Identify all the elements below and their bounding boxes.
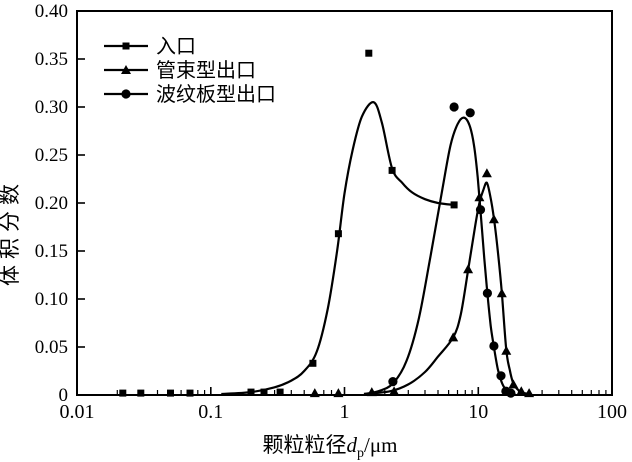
legend-tube-bundle-outlet-marker xyxy=(121,65,131,74)
tube-bundle-outlet-curve xyxy=(363,181,532,396)
legend-label-corrugated-plate-outlet: 波纹板型出口 xyxy=(156,83,276,106)
tube-bundle-outlet-marker xyxy=(474,192,485,202)
tube-bundle-outlet-marker xyxy=(481,168,492,178)
x-axis-label: 颗粒粒径dp/μm xyxy=(263,433,398,461)
inlet-marker xyxy=(167,389,174,397)
tube-bundle-outlet-marker xyxy=(496,288,507,298)
inlet-marker xyxy=(247,388,255,396)
corrugated-plate-outlet-marker xyxy=(496,371,506,381)
inlet-marker xyxy=(309,359,317,367)
tube-bundle-outlet-marker xyxy=(524,388,535,398)
tube-bundle-outlet-marker xyxy=(463,264,474,274)
inlet-marker xyxy=(450,201,458,209)
inlet-marker xyxy=(276,388,284,396)
corrugated-plate-outlet-marker xyxy=(465,108,475,118)
inlet-marker xyxy=(365,49,373,57)
legend-corrugated-plate-outlet-marker xyxy=(121,89,131,99)
corrugated-plate-outlet-marker xyxy=(489,341,499,351)
corrugated-plate-outlet-marker xyxy=(449,102,459,112)
tube-bundle-outlet-marker xyxy=(309,388,320,398)
legend-label-inlet: 入口 xyxy=(156,36,196,58)
corrugated-plate-outlet-curve xyxy=(363,116,516,396)
inlet-marker xyxy=(119,389,127,397)
inlet-marker xyxy=(388,166,396,174)
inlet-marker xyxy=(334,230,342,238)
inlet-curve xyxy=(221,101,455,396)
tube-bundle-outlet-marker xyxy=(366,387,377,397)
y-tick-label: 0.20 xyxy=(35,193,68,214)
corrugated-plate-outlet-marker xyxy=(506,388,516,398)
tube-bundle-outlet-marker xyxy=(488,214,499,224)
y-tick-label: 0.05 xyxy=(35,337,68,358)
tube-bundle-outlet-marker xyxy=(501,345,512,355)
y-tick-label: 0.15 xyxy=(35,241,68,262)
y-tick-label: 0 xyxy=(59,385,69,406)
corrugated-plate-outlet-marker xyxy=(482,288,492,298)
corrugated-plate-outlet-marker xyxy=(388,377,398,387)
inlet-marker xyxy=(137,389,145,397)
y-tick-label: 0.10 xyxy=(35,289,68,310)
x-tick-label: 100 xyxy=(597,401,627,423)
x-tick-label: 1 xyxy=(340,401,350,423)
y-tick-label: 0.25 xyxy=(35,145,68,166)
tube-bundle-outlet-marker xyxy=(508,379,519,389)
tube-bundle-outlet-marker xyxy=(448,332,459,342)
tube-bundle-outlet-marker xyxy=(333,388,344,398)
inlet-marker xyxy=(186,389,194,397)
tube-bundle-outlet-marker xyxy=(516,386,527,396)
y-tick-label: 0.40 xyxy=(35,1,68,22)
x-tick-label: 0.1 xyxy=(198,401,223,423)
inlet-marker xyxy=(260,388,268,396)
tube-bundle-outlet-marker xyxy=(389,386,400,396)
corrugated-plate-outlet-marker xyxy=(475,205,486,215)
legend-label-tube-bundle-outlet: 管束型出口 xyxy=(156,59,256,82)
legend-inlet-marker xyxy=(122,42,130,50)
y-axis-label: 体积分数 xyxy=(0,178,22,286)
y-tick-label: 0.35 xyxy=(35,49,68,70)
x-tick-label: 0.01 xyxy=(60,401,95,423)
y-tick-label: 0.30 xyxy=(35,97,68,118)
x-tick-label: 10 xyxy=(468,401,488,423)
